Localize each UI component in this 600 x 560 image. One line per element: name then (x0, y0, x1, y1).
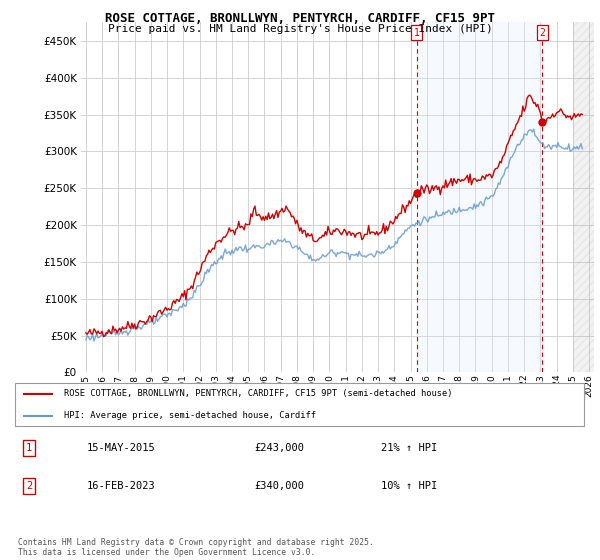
Text: 16-FEB-2023: 16-FEB-2023 (87, 480, 155, 491)
Text: 1: 1 (413, 27, 419, 38)
Text: £243,000: £243,000 (254, 443, 304, 453)
Text: Contains HM Land Registry data © Crown copyright and database right 2025.
This d: Contains HM Land Registry data © Crown c… (18, 538, 374, 557)
Text: ROSE COTTAGE, BRONLLWYN, PENTYRCH, CARDIFF, CF15 9PT: ROSE COTTAGE, BRONLLWYN, PENTYRCH, CARDI… (105, 12, 495, 25)
Bar (573, 22, 594, 372)
Text: Price paid vs. HM Land Registry's House Price Index (HPI): Price paid vs. HM Land Registry's House … (107, 24, 493, 34)
Bar (416, 22, 542, 372)
Text: 2: 2 (539, 27, 545, 38)
Text: HPI: Average price, semi-detached house, Cardiff: HPI: Average price, semi-detached house,… (64, 411, 316, 420)
Text: £340,000: £340,000 (254, 480, 304, 491)
Text: 10% ↑ HPI: 10% ↑ HPI (380, 480, 437, 491)
Text: 2: 2 (26, 480, 32, 491)
FancyBboxPatch shape (15, 383, 584, 426)
Text: 1: 1 (26, 443, 32, 453)
Text: 15-MAY-2015: 15-MAY-2015 (87, 443, 155, 453)
Text: 21% ↑ HPI: 21% ↑ HPI (380, 443, 437, 453)
Text: ROSE COTTAGE, BRONLLWYN, PENTYRCH, CARDIFF, CF15 9PT (semi-detached house): ROSE COTTAGE, BRONLLWYN, PENTYRCH, CARDI… (64, 389, 452, 398)
